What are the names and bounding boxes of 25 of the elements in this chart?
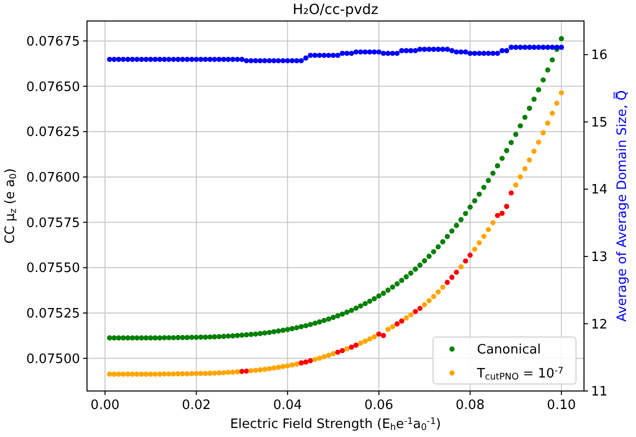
y2-tick-label: 12 <box>591 317 608 332</box>
y-tick-label: 0.07500 <box>26 352 80 367</box>
y-tick-label: 0.07550 <box>26 261 80 276</box>
y-tick-label: 0.07525 <box>26 306 80 322</box>
chart-title: H₂O/cc-pvdz <box>292 2 378 18</box>
y2-tick-label: 16 <box>591 48 608 64</box>
y2-tick-label: 11 <box>591 384 608 400</box>
y-tick-label: 0.07625 <box>26 125 80 140</box>
legend-label: Canonical <box>477 342 541 358</box>
y2-tick-label: 14 <box>591 182 608 198</box>
x-tick-label: 0.00 <box>90 398 120 413</box>
x-tick-label: 0.06 <box>364 398 394 413</box>
y2-tick-label: 15 <box>591 115 608 130</box>
x-tick-label: 0.08 <box>456 398 485 413</box>
y2-axis-title: Average of Average Domain Size, Q̿ <box>614 90 630 322</box>
x-tick-label: 0.04 <box>273 398 302 413</box>
x-tick-label: 0.02 <box>182 398 211 413</box>
x-axis-title: Electric Field Strength (E$_{h}$e$^{-1}$a$_{0}$$^{-1}$) <box>230 416 441 434</box>
y-tick-label: 0.07650 <box>26 80 80 95</box>
legend-label: T$_{cutPNO}$ = 10$^{-7}$ <box>476 366 564 383</box>
y-tick-label: 0.07600 <box>26 170 80 186</box>
y-tick-label: 0.07675 <box>26 34 80 50</box>
x-tick-label: 0.10 <box>546 398 576 413</box>
y-tick-label: 0.07575 <box>26 216 80 231</box>
y2-tick-label: 13 <box>591 250 608 266</box>
